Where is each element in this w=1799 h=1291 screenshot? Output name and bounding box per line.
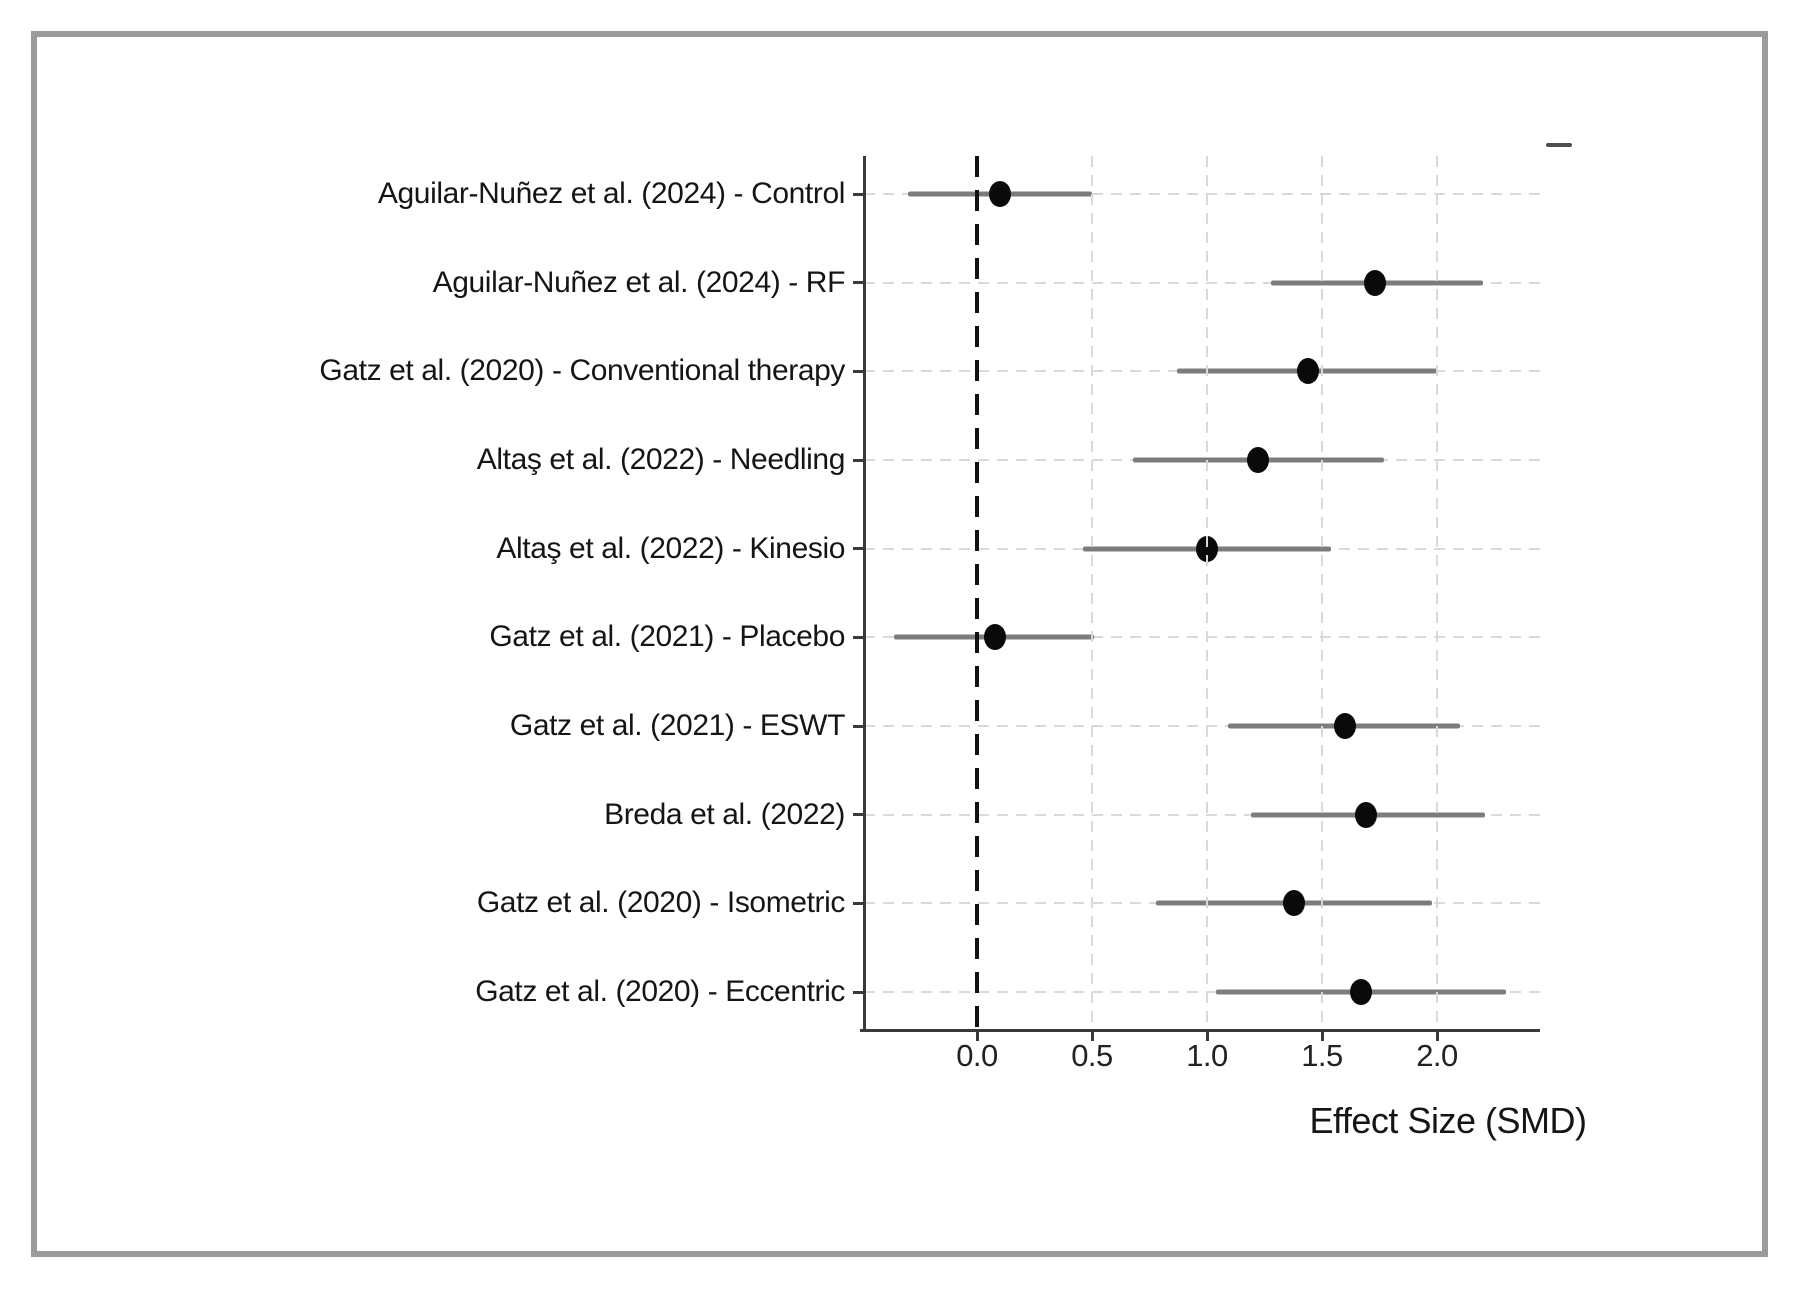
x-gridline [1091,156,1093,1030]
point-marker [1246,447,1269,473]
y-tick-mark [853,813,864,817]
point-marker [1334,713,1356,740]
x-tick-mark [1435,1030,1439,1041]
row-gridline [864,636,1540,639]
y-tick-mark [853,369,864,373]
x-gridline [1436,156,1438,1030]
y-tick-mark [853,635,864,639]
x-axis-spine [860,1028,1540,1032]
x-tick-label: 1.5 [1301,1038,1343,1073]
row-gridline [864,991,1540,994]
x-tick-mark [1205,1030,1209,1041]
row-gridline [864,813,1540,816]
y-tick-mark [853,901,864,905]
y-tick-mark [853,547,864,551]
point-marker [1363,269,1386,296]
figure-frame [31,31,1768,1257]
y-tick-mark [853,281,864,285]
row-label: Aguilar-Nuñez et al. (2024) - RF [432,265,846,299]
stray-dash-artifact [1546,143,1572,147]
y-tick-mark [853,724,864,728]
x-tick-mark [1090,1030,1094,1041]
row-label: Aguilar-Nuñez et al. (2024) - Control [377,177,845,210]
y-tick-mark [853,458,864,462]
y-tick-mark [853,192,864,196]
row-gridline [864,725,1540,728]
x-tick-mark [975,1030,979,1041]
row-gridline [864,193,1540,195]
row-label: Altaş et al. (2022) - Kinesio [496,531,845,565]
x-axis-title: Effect Size (SMD) [1309,1100,1587,1141]
row-label: Gatz et al. (2021) - ESWT [509,709,846,743]
x-tick-label: 0.0 [956,1038,998,1073]
x-tick-label: 1.0 [1186,1038,1228,1073]
row-label: Gatz et al. (2020) - Isometric [476,886,846,920]
y-axis-spine [862,156,866,1030]
x-tick-label: 2.0 [1416,1038,1458,1073]
row-label: Gatz et al. (2020) - Eccentric [475,975,845,1009]
zero-reference-line [975,156,979,1030]
x-gridline [1321,156,1323,1030]
x-tick-label: 0.5 [1071,1038,1113,1073]
row-label: Gatz et al. (2021) - Placebo [489,620,845,654]
x-gridline [1206,156,1208,1030]
point-marker [1283,890,1306,917]
x-tick-mark [1320,1030,1324,1041]
point-marker [1354,801,1377,828]
row-label: Breda et al. (2022) [604,797,845,831]
row-label: Gatz et al. (2020) - Conventional therap… [319,354,845,388]
point-marker [1297,358,1320,385]
row-gridline [864,281,1540,284]
point-marker [989,181,1011,207]
point-marker [1350,979,1373,1006]
point-marker [984,624,1007,651]
row-label: Altaş et al. (2022) - Needling [476,443,846,476]
y-tick-mark [853,990,864,994]
